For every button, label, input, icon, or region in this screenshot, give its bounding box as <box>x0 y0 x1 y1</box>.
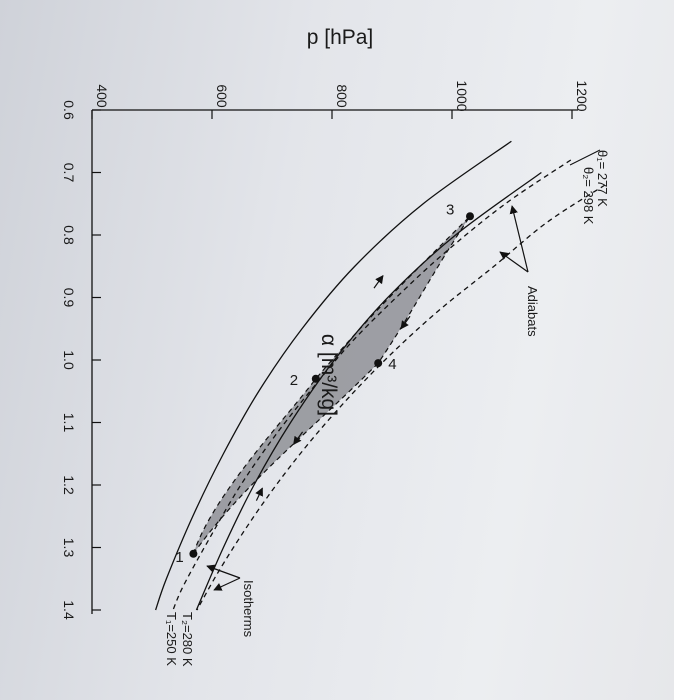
isotherm-t2-line <box>195 171 542 611</box>
cycle-point-label: 4 <box>388 356 396 373</box>
pressure-tick-label: 1200 <box>574 80 590 111</box>
cycle-direction-arrow <box>373 274 384 289</box>
alpha-tick-label: 0.7 <box>61 163 77 183</box>
cycle-point-1 <box>189 549 198 558</box>
alpha-tick-label: 0.9 <box>61 288 77 308</box>
isotherms-label: Isotherms <box>241 580 256 638</box>
pressure-tick-label: 800 <box>334 84 350 108</box>
cycle-direction-arrow <box>293 431 304 446</box>
alpha-tick-label: 1.0 <box>61 350 77 370</box>
cycle-point-2 <box>311 374 320 383</box>
isotherm-pointer <box>206 564 241 579</box>
alpha-tick-label: 1.2 <box>61 475 77 495</box>
adiabats-label: Adiabats <box>525 286 540 337</box>
cycle-point-label: 1 <box>175 549 183 566</box>
pressure-tick-label: 1000 <box>454 80 470 111</box>
theta1-label: θ₁= 277 K <box>595 150 610 207</box>
isotherm-pointer <box>213 577 241 591</box>
alpha-tick-label: 1.3 <box>61 538 77 558</box>
adiabat-theta2-line <box>196 184 606 611</box>
isotherm-t1-line <box>154 140 512 611</box>
cycle-points-layer: 1 2 3 4 <box>175 201 474 566</box>
cycle-point-label: 3 <box>446 201 454 218</box>
theta-leader <box>569 149 601 166</box>
cycle-point-label: 2 <box>290 372 298 389</box>
cycle-point-4 <box>374 359 383 368</box>
adiabat-pointer <box>499 251 529 273</box>
t2-label: T₂=280 K <box>180 612 195 667</box>
alpha-tick-label: 0.8 <box>61 225 77 245</box>
axes-layer: 400 600 800 1000 1200 0.6 0.7 0.8 0.9 1.0 1.1 1.2 1.… <box>61 80 590 620</box>
cycle-direction-arrow <box>255 487 263 501</box>
cycle-direction-arrow <box>400 315 411 330</box>
pressure-tick-label: 400 <box>94 84 110 108</box>
alpha-tick-label: 1.1 <box>61 413 77 433</box>
adiabat-pointer <box>509 205 529 273</box>
alpha-tick-label: 0.6 <box>61 100 77 120</box>
t1-label: T₁=250 K <box>164 612 179 666</box>
cycle-point-3 <box>466 212 474 221</box>
alpha-axis-label: α [m³/kg] <box>317 334 340 416</box>
pressure-tick-label: 600 <box>214 84 230 108</box>
annotations-layer: θ₁= 277 K θ₂= 298 K Adiabats Isotherms T… <box>164 150 610 667</box>
adiabat-theta1-line <box>172 159 572 611</box>
pressure-axis-label: p [hPa] <box>307 26 374 49</box>
theta2-label: θ₂= 298 K <box>581 167 596 225</box>
curves-layer <box>154 140 606 611</box>
alpha-tick-label: 1.4 <box>61 600 77 620</box>
